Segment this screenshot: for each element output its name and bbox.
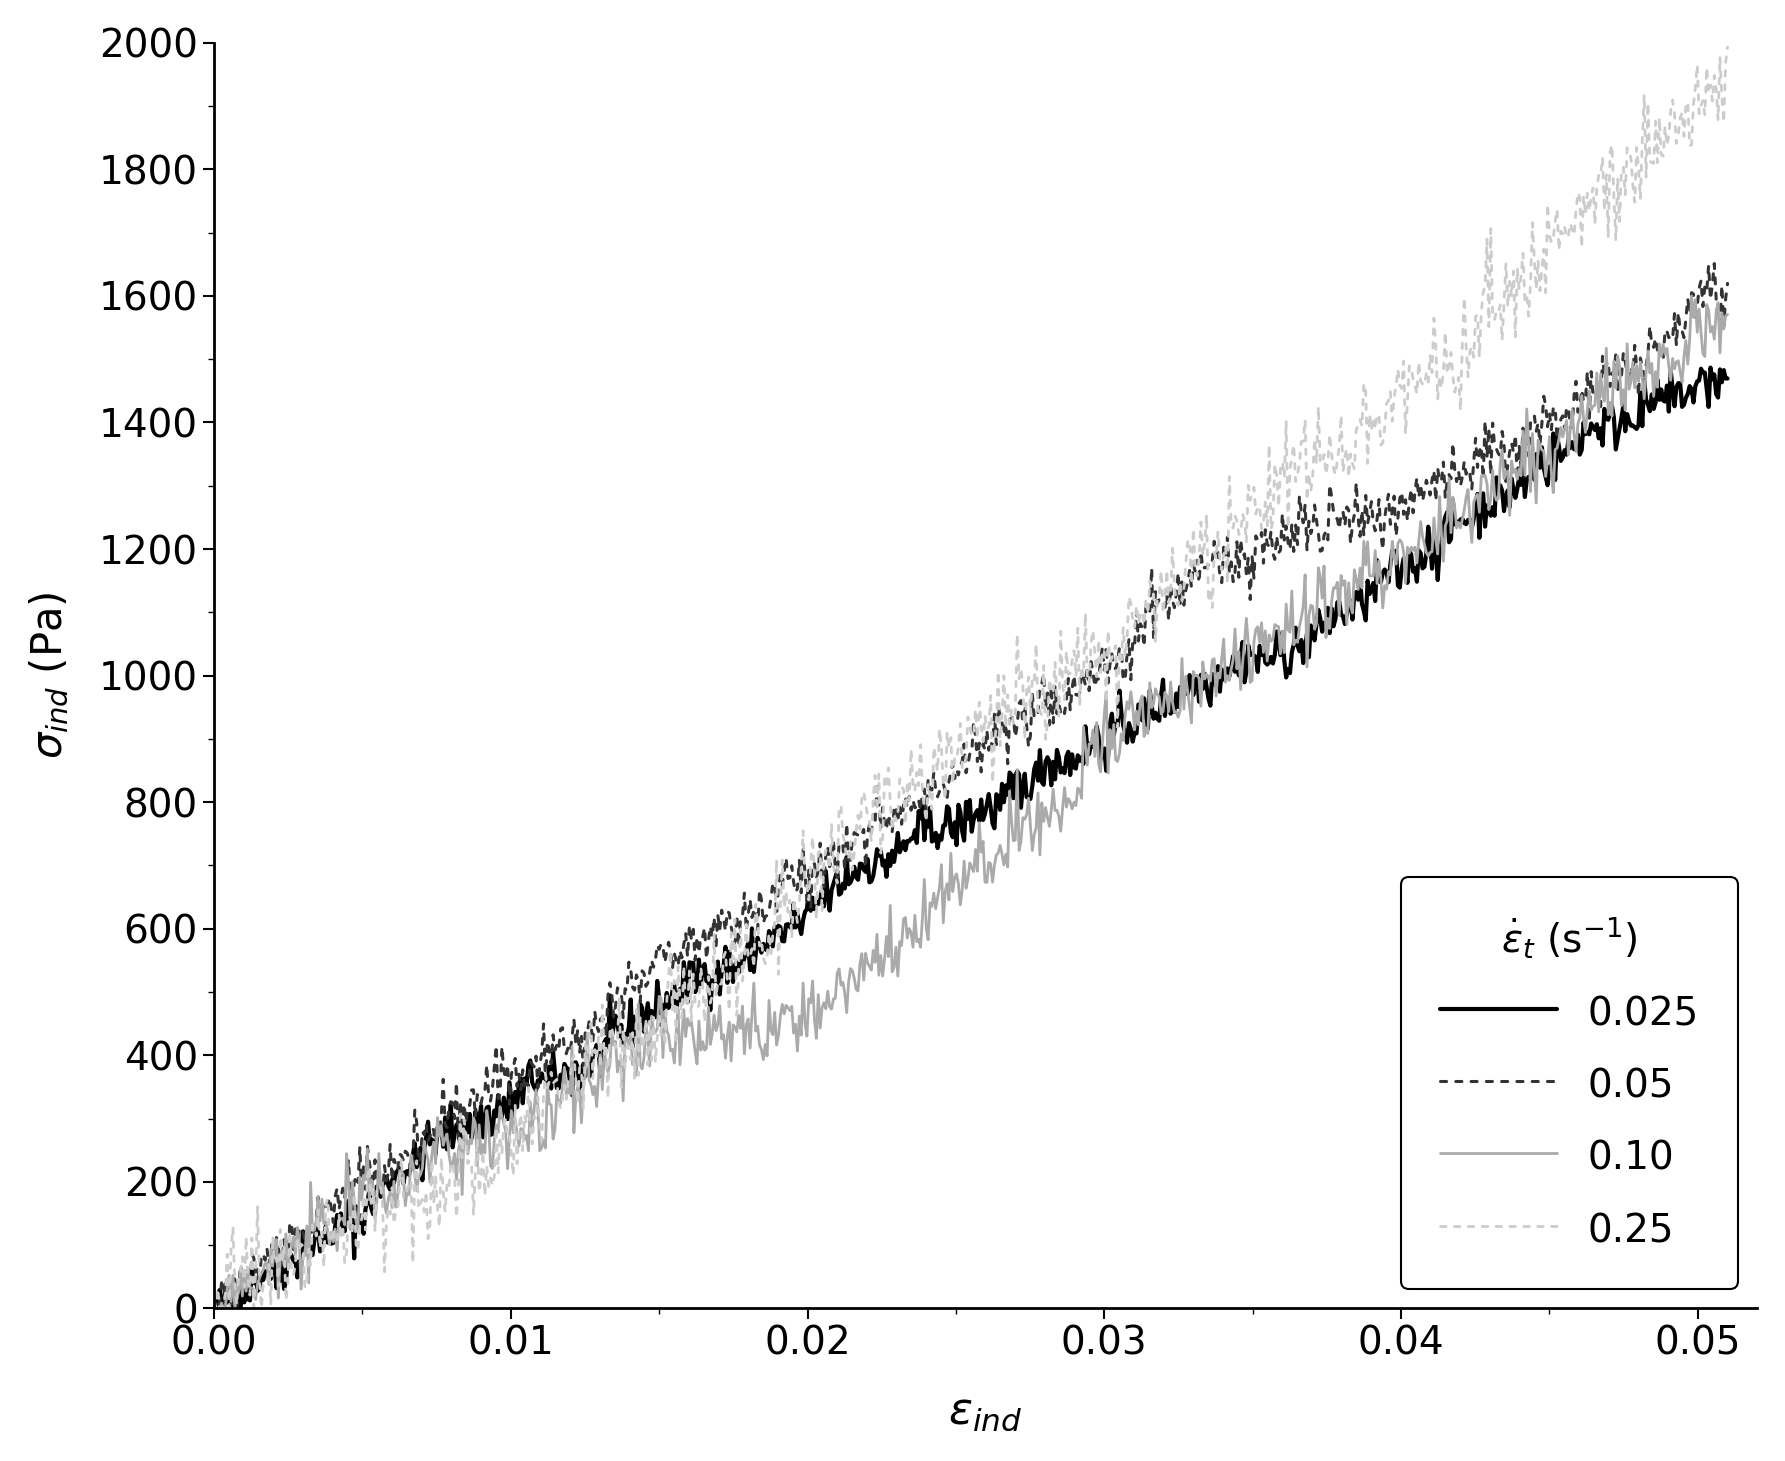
0.025: [1083, 738, 1105, 755]
0.25: [1083, 644, 1105, 662]
0.05: [1123, 633, 1144, 650]
Line: 0.025: 0.025: [214, 368, 1728, 1309]
0.05: [1717, 275, 1739, 292]
0.10: [1717, 305, 1739, 323]
0.25: [1717, 38, 1739, 56]
Line: 0.25: 0.25: [214, 47, 1728, 1309]
0.10: [1353, 532, 1374, 549]
0.025: [211, 1300, 232, 1318]
0.025: [1353, 602, 1374, 619]
0.25: [1169, 574, 1191, 592]
Legend: 0.025, 0.05, 0.10, 0.25: 0.025, 0.05, 0.10, 0.25: [1401, 877, 1739, 1289]
0.025: [298, 1233, 320, 1251]
0.05: [1167, 564, 1189, 581]
Line: 0.05: 0.05: [214, 263, 1728, 1309]
0.10: [203, 1292, 225, 1309]
0.10: [1508, 460, 1530, 478]
Line: 0.10: 0.10: [214, 297, 1728, 1309]
0.05: [296, 1233, 318, 1251]
0.025: [203, 1293, 225, 1311]
0.25: [205, 1300, 227, 1318]
0.025: [1125, 723, 1146, 741]
X-axis label: $\varepsilon_{ind}$: $\varepsilon_{ind}$: [948, 1391, 1023, 1433]
0.05: [1082, 663, 1103, 681]
0.05: [1351, 501, 1373, 519]
0.10: [1083, 748, 1105, 766]
0.25: [203, 1297, 225, 1315]
0.025: [1699, 359, 1721, 377]
0.10: [1125, 722, 1146, 739]
0.25: [1508, 281, 1530, 298]
0.05: [1507, 470, 1528, 488]
0.10: [205, 1300, 227, 1318]
Y-axis label: $\sigma_{ind}$ (Pa): $\sigma_{ind}$ (Pa): [29, 592, 71, 760]
0.025: [1169, 678, 1191, 695]
0.25: [1125, 618, 1146, 636]
0.10: [298, 1274, 320, 1292]
0.025: [1717, 370, 1739, 387]
0.05: [1703, 254, 1724, 272]
0.25: [298, 1240, 320, 1258]
0.10: [1681, 288, 1703, 305]
0.05: [203, 1300, 225, 1318]
0.25: [1353, 375, 1374, 393]
0.025: [1508, 469, 1530, 487]
0.10: [1169, 701, 1191, 719]
